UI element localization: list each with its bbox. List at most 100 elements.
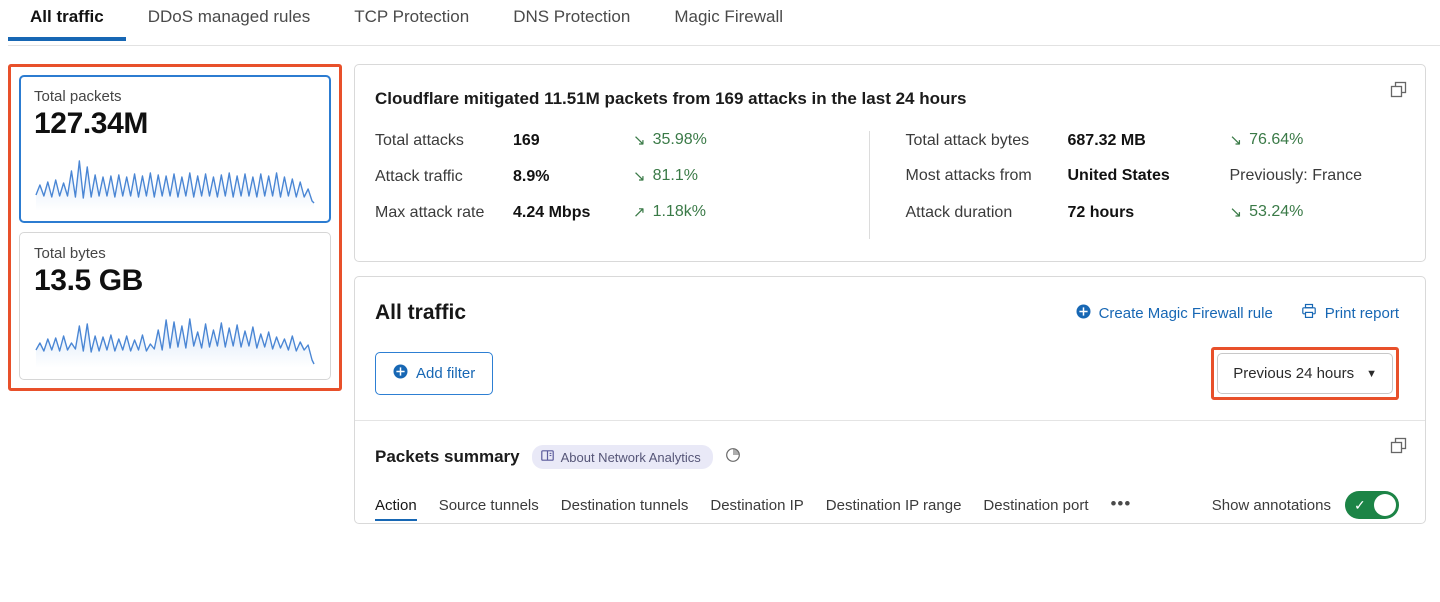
metric-card-total-packets[interactable]: Total packets 127.34M: [19, 75, 331, 223]
stat-value: 169: [513, 131, 540, 149]
stat-value: United States: [1067, 167, 1170, 184]
stat-row: Attack duration 72 hours ↘ 53.24%: [906, 203, 1400, 239]
stat-delta: ↘ 81.1%: [633, 167, 698, 185]
packets-summary-title: Packets summary: [375, 447, 520, 466]
chevron-down-icon: ▼: [1366, 367, 1377, 380]
packets-summary-section: Packets summary About Network Analytics: [355, 421, 1425, 523]
packets-summary-subtabs-row: Action Source tunnels Destination tunnel…: [375, 491, 1399, 523]
metric-card-label: Total packets: [34, 88, 122, 105]
stat-delta: ↘ 35.98%: [633, 131, 707, 149]
stat-label: Max attack rate: [375, 203, 485, 221]
printer-icon: [1301, 303, 1317, 323]
stat-value: 72 hours: [1067, 203, 1135, 221]
stat-delta: ↘ 76.64%: [1230, 131, 1304, 149]
stat-value: 8.9%: [513, 167, 550, 185]
show-annotations-control: Show annotations ✓: [1212, 491, 1399, 523]
subtab-label: Destination IP: [710, 496, 804, 514]
main-content: Cloudflare mitigated 11.51M packets from…: [354, 64, 1426, 524]
create-rule-label: Create Magic Firewall rule: [1098, 304, 1273, 322]
subtab-destination-ip[interactable]: Destination IP: [710, 497, 803, 521]
copy-icon[interactable]: [1390, 81, 1407, 103]
metric-card-total-bytes[interactable]: Total bytes 13.5 GB: [19, 232, 331, 380]
stat-label: Attack traffic: [375, 167, 463, 185]
trend-up-icon: ↗: [633, 203, 646, 221]
tab-label: Magic Firewall: [674, 7, 783, 26]
tab-magic-firewall[interactable]: Magic Firewall: [652, 0, 805, 41]
stat-delta: ↘ 53.24%: [1230, 203, 1304, 221]
toggle-knob: [1374, 494, 1396, 516]
stat-row: Total attacks 169 ↘ 35.98%: [375, 131, 869, 167]
tab-ddos-managed-rules[interactable]: DDoS managed rules: [126, 0, 333, 41]
subtab-source-tunnels[interactable]: Source tunnels: [439, 497, 539, 521]
copy-icon[interactable]: [1390, 437, 1407, 459]
trend-down-icon: ↘: [633, 131, 646, 149]
stat-delta-value: 81.1%: [652, 167, 698, 184]
stat-delta: Previously: France: [1230, 167, 1363, 185]
sparkline-icon: [34, 306, 316, 368]
book-icon: [540, 449, 554, 465]
trend-down-icon: ↘: [1229, 131, 1243, 149]
plus-circle-icon: [393, 364, 408, 383]
stats-column-two: Total attack bytes 687.32 MB ↘ 76.64% Mo…: [868, 131, 1400, 239]
trend-down-icon: ↘: [1229, 203, 1243, 221]
traffic-controls-row: Add filter Previous 24 hours ▼: [375, 347, 1399, 400]
subtab-destination-port[interactable]: Destination port: [983, 497, 1088, 521]
subtab-destination-ip-range[interactable]: Destination IP range: [826, 497, 962, 521]
print-report-button[interactable]: Print report: [1301, 303, 1399, 323]
time-range-value: Previous 24 hours: [1233, 365, 1355, 382]
metric-card-label: Total bytes: [34, 245, 106, 262]
add-filter-button[interactable]: Add filter: [375, 352, 494, 395]
subtab-label: Destination tunnels: [560, 496, 689, 514]
traffic-title-row: All traffic Create Magic Firewall rule: [375, 301, 1399, 325]
sparkline-icon: [34, 149, 316, 211]
badge-label: About Network Analytics: [560, 449, 701, 465]
page-title: All traffic: [375, 301, 467, 324]
stats-column-one: Total attacks 169 ↘ 35.98% Attack traffi…: [375, 131, 869, 239]
stat-label: Most attacks from: [905, 167, 1032, 184]
print-report-label: Print report: [1324, 304, 1399, 322]
plus-circle-icon: [1076, 304, 1091, 323]
subtab-label: Source tunnels: [438, 496, 539, 514]
subtab-label: Destination port: [983, 496, 1089, 514]
about-network-analytics-badge[interactable]: About Network Analytics: [531, 445, 713, 469]
stat-delta-value: 53.24%: [1249, 203, 1304, 220]
traffic-actions: Create Magic Firewall rule Print report: [1076, 303, 1399, 323]
metric-card-value: 13.5 GB: [34, 264, 143, 297]
metric-cards-annotation: Total packets 127.34M Total bytes 13.5: [8, 64, 342, 391]
summary-headline: Cloudflare mitigated 11.51M packets from…: [375, 89, 967, 108]
packets-summary-subtabs: Action Source tunnels Destination tunnel…: [375, 494, 1131, 521]
tab-label: DNS Protection: [513, 7, 631, 26]
stat-label: Total attack bytes: [905, 131, 1030, 149]
subtab-destination-tunnels[interactable]: Destination tunnels: [561, 497, 689, 521]
show-annotations-toggle[interactable]: ✓: [1345, 491, 1399, 519]
pie-chart-icon[interactable]: [725, 447, 741, 468]
packets-summary-header: Packets summary About Network Analytics: [375, 445, 1399, 469]
time-range-select[interactable]: Previous 24 hours ▼: [1217, 353, 1393, 394]
attack-summary-panel: Cloudflare mitigated 11.51M packets from…: [354, 64, 1426, 262]
stat-label: Attack duration: [905, 203, 1013, 221]
tab-dns-protection[interactable]: DNS Protection: [491, 0, 652, 41]
show-annotations-label: Show annotations: [1211, 496, 1331, 514]
traffic-header: All traffic Create Magic Firewall rule: [355, 277, 1425, 420]
all-traffic-panel: All traffic Create Magic Firewall rule: [354, 276, 1426, 524]
tab-tcp-protection[interactable]: TCP Protection: [332, 0, 491, 41]
main-tabs: All traffic DDoS managed rules TCP Prote…: [0, 0, 1440, 46]
stat-label: Total attacks: [375, 131, 464, 149]
subtab-action[interactable]: Action: [375, 497, 417, 521]
stat-value: 4.24 Mbps: [513, 203, 591, 221]
stat-value: 687.32 MB: [1067, 131, 1146, 149]
subtabs-overflow-button[interactable]: •••: [1110, 493, 1132, 513]
tab-all-traffic[interactable]: All traffic: [8, 0, 126, 41]
tab-label: DDoS managed rules: [147, 7, 311, 26]
check-icon: ✓: [1354, 497, 1366, 513]
stat-delta-value: 1.18k%: [652, 203, 706, 220]
divider: [355, 420, 1425, 421]
subtab-label: Destination IP range: [825, 496, 962, 514]
stat-delta-value: 76.64%: [1249, 131, 1304, 148]
tab-label: TCP Protection: [354, 7, 470, 26]
add-filter-label: Add filter: [416, 365, 476, 382]
page-body: Total packets 127.34M Total bytes 13.5: [0, 46, 1440, 524]
create-magic-firewall-rule-button[interactable]: Create Magic Firewall rule: [1076, 304, 1273, 323]
stat-delta-value: 35.98%: [652, 131, 707, 148]
time-range-annotation: Previous 24 hours ▼: [1211, 347, 1399, 400]
